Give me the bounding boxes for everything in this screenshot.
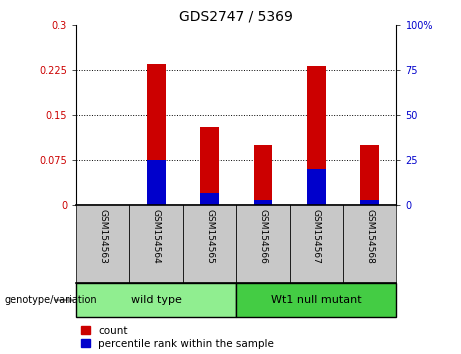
Bar bbox=[361, 145, 379, 205]
Title: GDS2747 / 5369: GDS2747 / 5369 bbox=[179, 10, 293, 24]
Legend: count, percentile rank within the sample: count, percentile rank within the sample bbox=[81, 326, 274, 349]
Bar bbox=[254, 200, 272, 205]
Bar bbox=[147, 64, 165, 205]
Text: GSM154564: GSM154564 bbox=[152, 209, 161, 264]
Text: GSM154563: GSM154563 bbox=[98, 209, 107, 264]
Bar bbox=[307, 169, 326, 205]
Bar bbox=[254, 145, 272, 205]
Text: GSM154565: GSM154565 bbox=[205, 209, 214, 264]
Bar bbox=[361, 200, 379, 205]
Bar bbox=[236, 283, 396, 317]
Text: Wt1 null mutant: Wt1 null mutant bbox=[271, 295, 362, 305]
Bar bbox=[307, 66, 326, 205]
Text: GSM154567: GSM154567 bbox=[312, 209, 321, 264]
Text: wild type: wild type bbox=[131, 295, 182, 305]
Text: GSM154568: GSM154568 bbox=[365, 209, 374, 264]
Bar bbox=[200, 127, 219, 205]
Text: genotype/variation: genotype/variation bbox=[5, 295, 97, 305]
Bar bbox=[76, 283, 236, 317]
Bar bbox=[147, 160, 165, 205]
Bar bbox=[200, 193, 219, 205]
Text: GSM154566: GSM154566 bbox=[259, 209, 267, 264]
